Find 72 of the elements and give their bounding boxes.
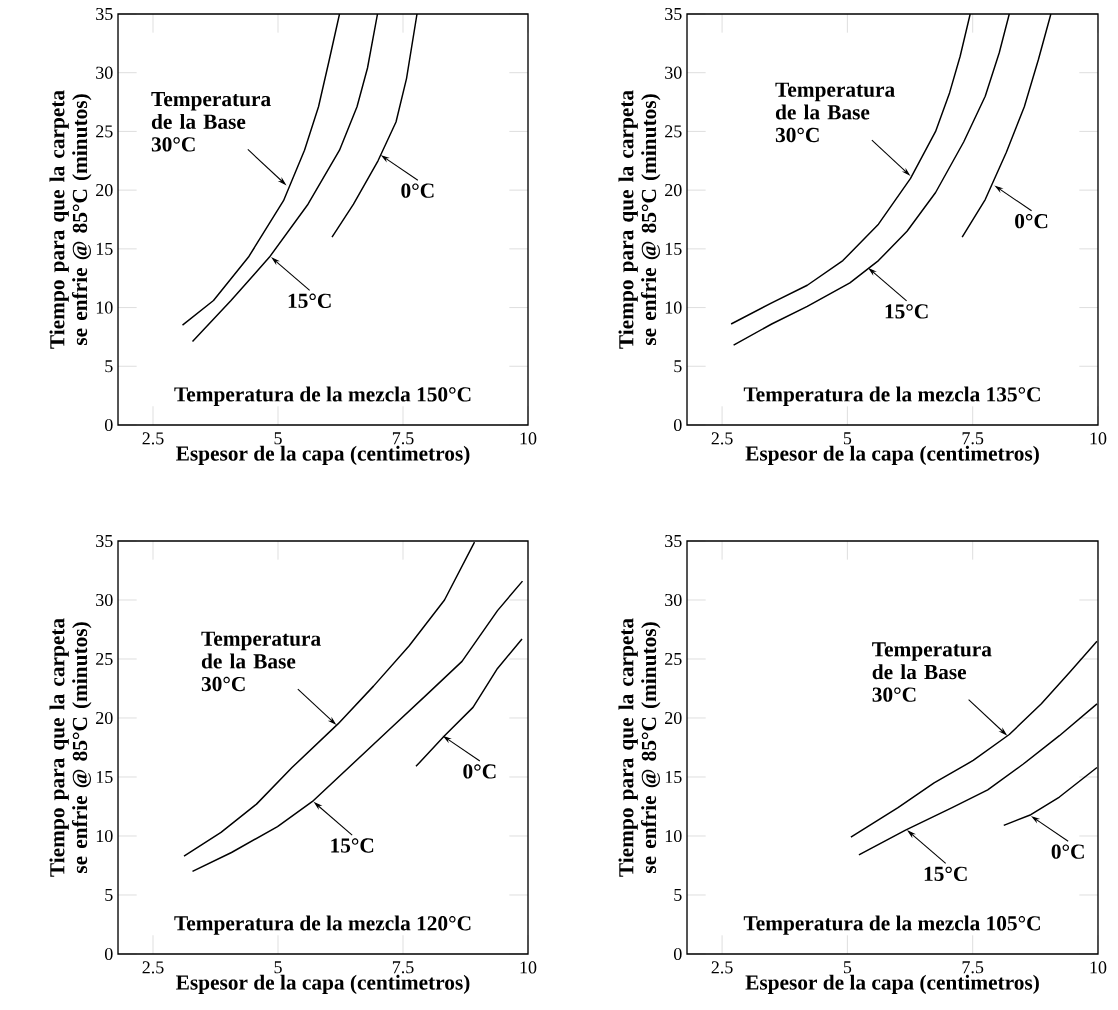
y-tick-label: 20 — [665, 711, 682, 725]
y-tick-label: 30 — [665, 593, 682, 607]
x-tick-label: 5 — [843, 961, 852, 974]
x-tick-label: 2.5 — [142, 432, 164, 445]
y-tick-label: 25 — [665, 125, 682, 138]
y-tick-label: 30 — [96, 593, 113, 607]
x-tick-label: 10 — [1090, 961, 1107, 974]
x-tick-label: 10 — [1090, 432, 1107, 445]
x-tick-label: 5 — [274, 432, 282, 445]
y-tick-label: 5 — [674, 889, 682, 901]
x-tick-label: 10 — [520, 961, 537, 974]
annotation: 15°C — [331, 838, 374, 853]
annotation: Temperatura de la mezcla 105°C — [743, 915, 1040, 935]
x-tick-label: 5 — [274, 961, 282, 974]
y-tick-label: 25 — [96, 652, 113, 666]
y-tick-label: 5 — [105, 889, 113, 901]
y-axis-title: Tiempo para que la carpeta se enfrie @ 85°C (minutos) — [618, 618, 661, 877]
annotation: 0°C — [1015, 213, 1048, 229]
annotation: 15°C — [288, 293, 331, 308]
annotation: Temperatura de la mezcla 150°C — [174, 386, 471, 406]
annotation: Temperatura de la Base 30°C — [872, 642, 992, 702]
y-tick-label: 0 — [104, 418, 113, 432]
y-tick-label: 30 — [96, 66, 113, 79]
y-axis-title: Tiempo para que la carpeta se enfrie @ 85°C (minutos) — [49, 90, 92, 349]
y-tick-label: 15 — [96, 770, 113, 784]
annotation: Temperatura de la Base 30°C — [151, 92, 271, 152]
y-tick-label: 0 — [673, 418, 682, 432]
x-axis-title: Espesor de la capa (centimetros) — [745, 974, 1039, 995]
y-tick-label: 15 — [665, 770, 682, 784]
annotation: Temperatura de la Base 30°C — [201, 631, 321, 692]
x-axis-title: Espesor de la capa (centimetros) — [176, 445, 470, 466]
x-axis-title: Espesor de la capa (centimetros) — [745, 445, 1039, 466]
y-tick-label: 10 — [96, 301, 113, 314]
y-tick-label: 20 — [96, 711, 113, 725]
x-tick-label: 7.5 — [392, 432, 414, 445]
y-tick-label: 10 — [665, 829, 682, 843]
x-tick-label: 2.5 — [711, 961, 733, 974]
y-tick-label: 25 — [96, 125, 113, 138]
y-tick-label: 10 — [96, 829, 113, 843]
x-axis-title: Espesor de la capa (centimetros) — [176, 974, 470, 995]
y-tick-label: 0 — [104, 947, 113, 961]
annotation: 0°C — [1051, 844, 1084, 859]
x-tick-label: 10 — [520, 432, 537, 445]
annotation: 0°C — [401, 183, 434, 198]
y-tick-label: 25 — [665, 652, 682, 666]
y-tick-label: 35 — [96, 7, 113, 21]
annotation: Temperatura de la mezcla 135°C — [743, 386, 1040, 406]
y-tick-label: 0 — [673, 947, 682, 961]
y-tick-label: 5 — [105, 360, 113, 373]
y-axis-title: Tiempo para que la carpeta se enfrie @ 85°C (minutos) — [618, 90, 661, 349]
y-tick-label: 35 — [665, 534, 682, 548]
x-tick-label: 7.5 — [392, 961, 414, 974]
x-tick-label: 7.5 — [962, 961, 984, 974]
y-tick-label: 35 — [665, 7, 682, 21]
annotation: 15°C — [885, 304, 928, 319]
y-tick-label: 15 — [665, 242, 682, 255]
annotation: Temperatura de la mezcla 120°C — [174, 915, 471, 935]
y-axis-title: Tiempo para que la carpeta se enfrie @ 85°C (minutos) — [49, 618, 92, 877]
y-tick-label: 5 — [674, 360, 682, 373]
x-tick-label: 2.5 — [142, 961, 164, 974]
y-tick-label: 20 — [665, 184, 682, 197]
x-tick-label: 7.5 — [962, 432, 984, 445]
y-tick-label: 20 — [96, 184, 113, 197]
y-tick-label: 35 — [96, 534, 113, 548]
x-tick-label: 5 — [843, 432, 852, 445]
y-tick-label: 30 — [665, 66, 682, 79]
annotation: 0°C — [463, 764, 496, 779]
y-tick-label: 15 — [96, 242, 113, 255]
annotation: 15°C — [924, 866, 967, 882]
y-tick-label: 10 — [665, 301, 682, 314]
annotation: Temperatura de la Base 30°C — [775, 82, 895, 143]
x-tick-label: 2.5 — [711, 432, 733, 445]
